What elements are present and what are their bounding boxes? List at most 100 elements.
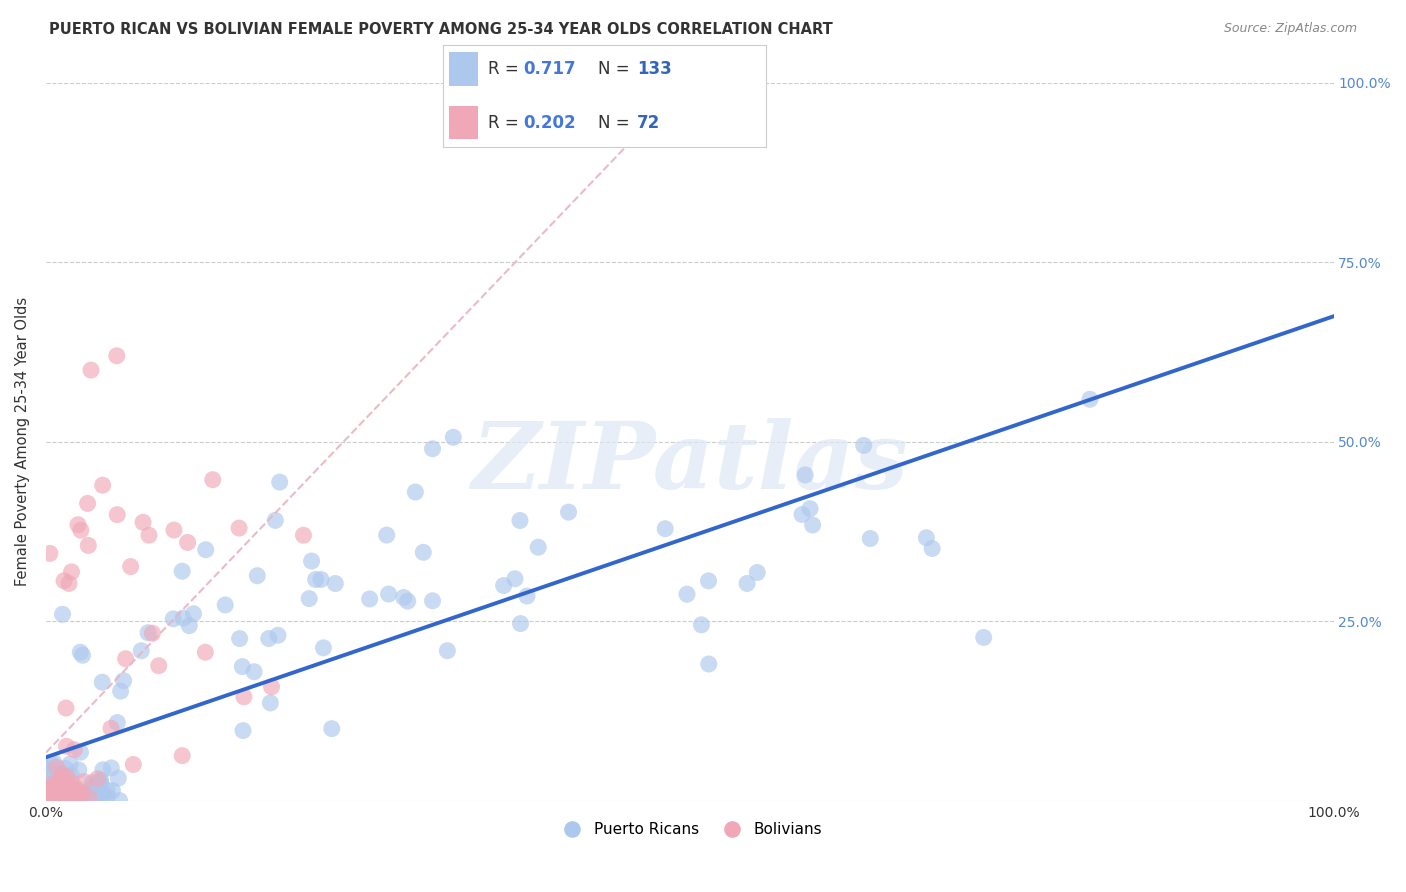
- Point: [35, 788, 58, 802]
- Point: [53, 762, 76, 776]
- Point: [321, 722, 343, 736]
- Point: [38, 784, 60, 798]
- Point: [58, 779, 80, 793]
- Point: [141, 626, 163, 640]
- Point: [132, 516, 155, 530]
- Point: [66, 782, 89, 797]
- Text: N =: N =: [598, 61, 636, 78]
- Point: [60, 768, 83, 782]
- Point: [52, 787, 75, 801]
- Point: [396, 594, 419, 608]
- Point: [269, 475, 291, 489]
- Point: [82, 780, 104, 794]
- Point: [228, 521, 250, 535]
- Point: [63, 791, 86, 805]
- Point: [41, 763, 63, 777]
- Point: [69, 645, 91, 659]
- Point: [73, 786, 96, 800]
- Point: [232, 723, 254, 738]
- Point: [73, 792, 96, 806]
- Point: [51, 778, 73, 792]
- Point: [63, 742, 86, 756]
- Point: [676, 587, 699, 601]
- Point: [72, 648, 94, 663]
- Point: [436, 643, 458, 657]
- Point: [697, 574, 720, 588]
- Point: [231, 659, 253, 673]
- Point: [305, 573, 328, 587]
- Point: [49, 768, 72, 782]
- Point: [120, 559, 142, 574]
- Point: [100, 721, 122, 735]
- Point: [172, 748, 194, 763]
- Point: [790, 508, 813, 522]
- Point: [921, 541, 943, 556]
- Point: [441, 430, 464, 444]
- Point: [51, 780, 73, 794]
- Point: [246, 568, 269, 582]
- Text: 0.202: 0.202: [524, 113, 576, 131]
- Point: [41, 790, 63, 805]
- Point: [66, 517, 89, 532]
- Text: 0.717: 0.717: [524, 61, 576, 78]
- Point: [292, 528, 315, 542]
- Point: [69, 792, 91, 806]
- Point: [60, 565, 83, 579]
- Point: [91, 478, 114, 492]
- Point: [148, 658, 170, 673]
- Point: [77, 538, 100, 552]
- Point: [690, 617, 713, 632]
- Point: [48, 790, 70, 805]
- Point: [67, 792, 90, 806]
- Point: [179, 618, 201, 632]
- Point: [697, 657, 720, 671]
- Text: R =: R =: [488, 113, 524, 131]
- Point: [122, 757, 145, 772]
- Point: [58, 789, 80, 803]
- Point: [852, 438, 875, 452]
- Point: [557, 505, 579, 519]
- Point: [129, 644, 152, 658]
- Point: [509, 616, 531, 631]
- Point: [45, 783, 67, 797]
- Point: [412, 545, 434, 559]
- Point: [91, 675, 114, 690]
- Point: [55, 739, 77, 754]
- Point: [56, 775, 79, 789]
- Point: [39, 784, 62, 798]
- Point: [38, 787, 60, 801]
- Point: [38, 786, 60, 800]
- Point: [301, 554, 323, 568]
- Point: [82, 785, 104, 799]
- Point: [38, 782, 60, 797]
- Point: [62, 781, 84, 796]
- Point: [48, 788, 70, 802]
- Point: [100, 761, 122, 775]
- Point: [37, 783, 59, 797]
- Point: [49, 778, 72, 792]
- Point: [93, 788, 115, 802]
- Point: [503, 572, 526, 586]
- Point: [42, 780, 65, 794]
- Point: [110, 684, 132, 698]
- Point: [77, 790, 100, 805]
- Point: [89, 774, 111, 789]
- Point: [44, 789, 66, 803]
- Point: [51, 607, 73, 622]
- Point: [82, 775, 104, 789]
- Point: [70, 786, 93, 800]
- Point: [183, 607, 205, 621]
- Point: [267, 628, 290, 642]
- Point: [915, 531, 938, 545]
- Text: R =: R =: [488, 61, 524, 78]
- Point: [90, 773, 112, 788]
- Point: [48, 766, 70, 780]
- Point: [492, 578, 515, 592]
- Point: [42, 756, 65, 770]
- Point: [194, 542, 217, 557]
- Point: [527, 540, 550, 554]
- Point: [259, 696, 281, 710]
- Point: [46, 782, 69, 797]
- Point: [46, 777, 69, 791]
- Point: [359, 592, 381, 607]
